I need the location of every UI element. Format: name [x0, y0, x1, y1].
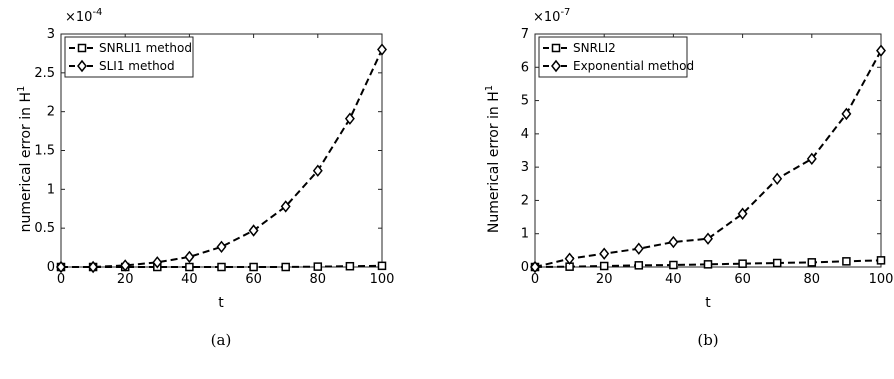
data-point-square-b: [738, 259, 747, 268]
x-tick-label-b: 20: [596, 272, 613, 287]
legend-box-b: [538, 36, 688, 78]
data-point-diamond-b: [703, 232, 713, 245]
legend-label-a: SNRLI1 method: [99, 41, 192, 55]
legend-marker-diamond-a: [77, 59, 87, 73]
data-point-diamond-b: [841, 107, 852, 121]
y-tick-label-a: 1: [47, 182, 55, 197]
x-axis-label-b: t: [705, 295, 711, 311]
y-tick-label-b: 0: [521, 260, 529, 275]
data-point-diamond-b: [599, 247, 610, 260]
x-tick-label-a: 60: [245, 272, 262, 287]
data-point-square-a: [345, 261, 355, 271]
data-point-diamond-a: [312, 164, 323, 177]
data-point-square-b: [599, 261, 609, 271]
x-tick-label-b: 80: [804, 272, 821, 287]
legend-label-a: SLI1 method: [99, 59, 175, 73]
legend-marker-square-a: [77, 43, 87, 53]
data-point-diamond-a: [248, 224, 259, 237]
y-tick-label-a: 0: [47, 260, 55, 275]
data-point-diamond-a: [280, 200, 291, 213]
exponent-label-a: ×10-4: [65, 7, 102, 25]
data-point-diamond-a: [152, 256, 163, 269]
caption-a: (a): [211, 331, 232, 349]
data-point-square-a: [313, 262, 323, 271]
y-tick-label-a: 2.5: [34, 66, 55, 81]
data-point-square-b: [807, 258, 817, 267]
series-line-diamond-b: [534, 50, 882, 268]
y-axis-label-b: Numerical error in H1: [484, 85, 502, 233]
chart-b: ×10-7 Numerical error in H1 t (b) 0 20 40 6…: [484, 7, 893, 349]
x-tick-label-a: 20: [117, 272, 134, 287]
x-tick-label-a: 80: [310, 272, 327, 287]
data-point-square-a: [185, 262, 194, 272]
data-point-diamond-b: [806, 152, 817, 166]
x-tick-label-b: 40: [665, 272, 682, 287]
data-point-square-b: [634, 261, 644, 270]
exponent-label-b: ×10-7: [533, 7, 570, 25]
legend-label-b: SNRLI2: [573, 41, 616, 55]
data-point-square-b: [669, 260, 678, 270]
y-tick-label-a: 0.5: [34, 221, 55, 236]
data-point-diamond-b: [633, 242, 644, 255]
data-point-square-b: [842, 257, 851, 266]
data-point-diamond-b: [668, 235, 679, 249]
data-point-diamond-a: [120, 259, 131, 272]
x-tick-label-a: 0: [57, 272, 65, 287]
data-point-square-a: [281, 262, 290, 272]
data-point-square-b: [703, 260, 713, 269]
x-tick-label-a: 100: [370, 272, 395, 287]
data-point-diamond-b: [564, 252, 575, 265]
series-line-diamond-a: [61, 49, 383, 268]
legend-marker-square-b: [551, 43, 561, 53]
data-point-square-b: [876, 256, 886, 265]
y-axis-label-a: numerical error in H1: [16, 86, 34, 233]
x-tick-label-a: 40: [181, 272, 198, 287]
y-tick-label-b: 5: [521, 94, 529, 109]
data-point-diamond-a: [88, 260, 99, 274]
y-tick-label-b: 6: [521, 60, 529, 75]
legend-marker-diamond-b: [551, 59, 561, 73]
data-point-square-a: [217, 262, 226, 272]
y-tick-label-b: 2: [521, 193, 529, 208]
data-point-diamond-a: [216, 240, 227, 254]
y-tick-label-a: 3: [47, 27, 55, 42]
x-tick-label-b: 60: [734, 272, 751, 287]
legend-box-a: [64, 36, 194, 78]
y-tick-label-b: 1: [521, 227, 529, 242]
data-point-diamond-a: [377, 43, 387, 56]
chart-a: ×10-4 numerical error in H1 t (a) 0 20 40 6…: [16, 7, 394, 349]
y-tick-label-a: 2: [47, 105, 55, 120]
x-axis-label-a: t: [218, 295, 224, 311]
y-tick-label-a: 1.5: [34, 144, 55, 159]
data-point-diamond-b: [530, 260, 540, 274]
legend-label-b: Exponential method: [573, 59, 694, 73]
series-line-square-b: [534, 259, 882, 268]
caption-b: (b): [697, 331, 718, 349]
y-tick-label-b: 7: [521, 27, 529, 42]
data-point-square-a: [249, 262, 258, 272]
data-point-diamond-b: [737, 207, 748, 220]
data-point-diamond-b: [876, 44, 886, 57]
data-point-square-b: [772, 258, 782, 268]
y-tick-label-b: 3: [521, 160, 529, 175]
data-point-diamond-a: [56, 260, 66, 274]
x-tick-label-b: 100: [869, 272, 894, 287]
y-tick-label-b: 4: [521, 127, 529, 142]
x-tick-label-b: 0: [531, 272, 539, 287]
data-point-square-a: [377, 261, 387, 271]
data-point-diamond-a: [184, 250, 195, 264]
data-point-diamond-b: [772, 172, 783, 185]
data-point-diamond-a: [344, 112, 355, 125]
